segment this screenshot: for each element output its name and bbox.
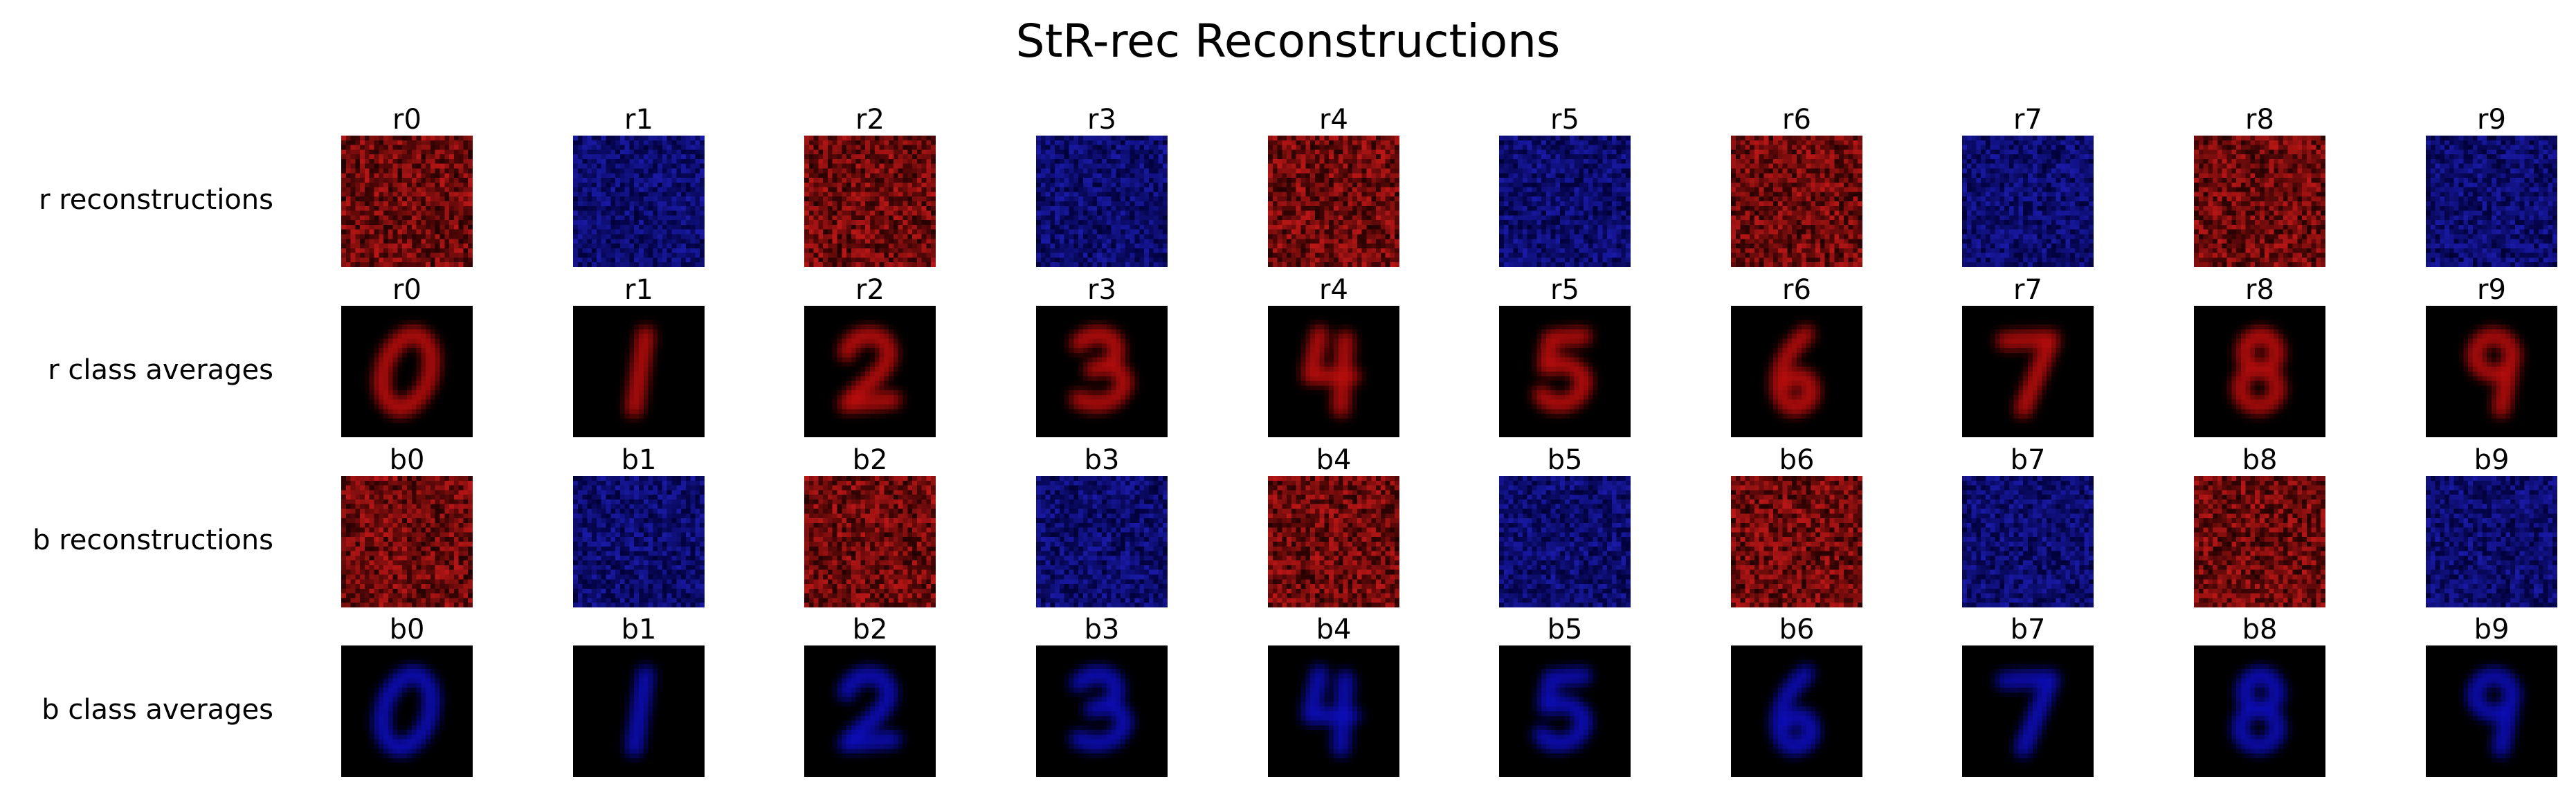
panel-title: b0 xyxy=(389,614,425,645)
panel-title: b6 xyxy=(1779,444,1815,476)
class-average-image xyxy=(2194,306,2325,437)
panel-title: r7 xyxy=(2013,274,2042,306)
panel-title: r3 xyxy=(1087,104,1116,136)
panel-title: r6 xyxy=(1782,104,1811,136)
class-average-image xyxy=(1268,645,1399,777)
panel-title: b2 xyxy=(852,444,888,476)
reconstruction-image xyxy=(1499,476,1631,607)
reconstruction-image xyxy=(341,136,473,267)
panel-title: r9 xyxy=(2477,274,2506,306)
reconstruction-image xyxy=(1731,136,1862,267)
reconstruction-image xyxy=(2194,136,2325,267)
panel-title: b3 xyxy=(1084,444,1120,476)
row-label: r reconstructions xyxy=(39,184,273,216)
panel-title: b8 xyxy=(2242,614,2278,645)
panel-title: r8 xyxy=(2245,104,2274,136)
class-average-image xyxy=(1731,645,1862,777)
class-average-image xyxy=(573,645,705,777)
figure-title: StR-rec Reconstructions xyxy=(1015,15,1561,68)
panel-title: r5 xyxy=(1550,274,1579,306)
panel-title: b9 xyxy=(2474,444,2510,476)
class-average-image xyxy=(1962,306,2094,437)
panel-title: r7 xyxy=(2013,104,2042,136)
panel-title: r1 xyxy=(624,274,653,306)
panel-title: r1 xyxy=(624,104,653,136)
panel-title: b5 xyxy=(1547,614,1583,645)
class-average-image xyxy=(1499,645,1631,777)
panel-title: b6 xyxy=(1779,614,1815,645)
reconstruction-image xyxy=(341,476,473,607)
row-label: b class averages xyxy=(42,694,273,726)
class-average-image xyxy=(573,306,705,437)
panel-title: b7 xyxy=(2010,614,2046,645)
reconstruction-image xyxy=(1036,136,1168,267)
panel-title: r6 xyxy=(1782,274,1811,306)
reconstruction-image xyxy=(1268,476,1399,607)
reconstruction-image xyxy=(2426,136,2557,267)
panel-title: b1 xyxy=(621,614,657,645)
class-average-image xyxy=(2426,306,2557,437)
panel-title: r2 xyxy=(855,104,885,136)
class-average-image xyxy=(1499,306,1631,437)
reconstruction-image xyxy=(2426,476,2557,607)
reconstruction-image xyxy=(2194,476,2325,607)
panel-title: b0 xyxy=(389,444,425,476)
panel-title: b3 xyxy=(1084,614,1120,645)
reconstruction-image xyxy=(1036,476,1168,607)
panel-title: b9 xyxy=(2474,614,2510,645)
panel-title: r0 xyxy=(392,274,421,306)
reconstruction-image xyxy=(804,476,936,607)
row-label: b reconstructions xyxy=(33,524,273,556)
class-average-image xyxy=(1962,645,2094,777)
reconstruction-image xyxy=(1731,476,1862,607)
panel-title: b1 xyxy=(621,444,657,476)
class-average-image xyxy=(341,306,473,437)
panel-title: b8 xyxy=(2242,444,2278,476)
class-average-image xyxy=(2194,645,2325,777)
reconstruction-image xyxy=(1499,136,1631,267)
class-average-image xyxy=(1731,306,1862,437)
panel-title: b2 xyxy=(852,614,888,645)
reconstruction-image xyxy=(804,136,936,267)
panel-title: r2 xyxy=(855,274,885,306)
panel-title: b7 xyxy=(2010,444,2046,476)
panel-title: r0 xyxy=(392,104,421,136)
class-average-image xyxy=(1036,645,1168,777)
panel-title: r9 xyxy=(2477,104,2506,136)
panel-title: r3 xyxy=(1087,274,1116,306)
reconstruction-image xyxy=(1962,136,2094,267)
reconstruction-image xyxy=(1268,136,1399,267)
class-average-image xyxy=(804,645,936,777)
panel-title: r4 xyxy=(1319,274,1348,306)
panel-title: b5 xyxy=(1547,444,1583,476)
reconstruction-image xyxy=(1962,476,2094,607)
class-average-image xyxy=(1268,306,1399,437)
reconstruction-image xyxy=(573,476,705,607)
panel-title: b4 xyxy=(1316,614,1352,645)
row-label: r class averages xyxy=(48,354,273,386)
panel-title: r4 xyxy=(1319,104,1348,136)
reconstruction-image xyxy=(573,136,705,267)
class-average-image xyxy=(341,645,473,777)
class-average-image xyxy=(804,306,936,437)
panel-title: r8 xyxy=(2245,274,2274,306)
class-average-image xyxy=(2426,645,2557,777)
class-average-image xyxy=(1036,306,1168,437)
panel-title: b4 xyxy=(1316,444,1352,476)
panel-title: r5 xyxy=(1550,104,1579,136)
